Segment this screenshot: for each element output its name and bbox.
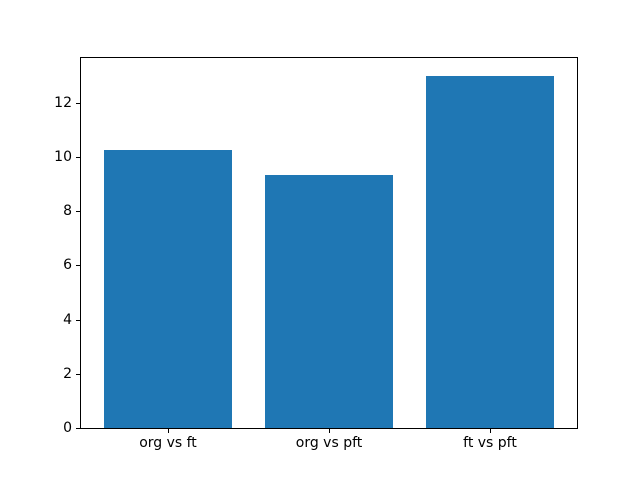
- bar-ft-vs-pft: [425, 75, 555, 428]
- x-tick-mark: [168, 429, 169, 433]
- y-tick-label: 4: [63, 311, 72, 328]
- y-tick-label: 10: [54, 148, 72, 165]
- y-tick-label: 6: [63, 257, 72, 274]
- x-tick-mark: [329, 429, 330, 433]
- y-tick-mark: [76, 373, 80, 375]
- x-tick-label: org vs ft: [139, 435, 197, 451]
- y-tick-label: 2: [63, 365, 72, 382]
- y-tick-mark: [76, 102, 80, 104]
- y-tick-mark: [76, 319, 80, 321]
- plot-area: 0 2 4 6 8 10 12 org vs ft org vs pft ft vs pft: [54, 57, 578, 450]
- bar-org-vs-ft: [103, 150, 233, 428]
- y-tick-label: 8: [63, 203, 72, 220]
- x-tick-label: ft vs pft: [463, 435, 517, 451]
- x-tick-mark: [490, 429, 491, 433]
- y-tick-mark: [76, 211, 80, 213]
- y-tick-label: 12: [54, 94, 72, 111]
- y-tick-mark: [76, 428, 80, 429]
- bar-org-vs-pft: [264, 174, 394, 428]
- y-tick-mark: [76, 156, 80, 158]
- y-tick-label: 0: [63, 420, 72, 436]
- y-tick-mark: [76, 265, 80, 267]
- x-tick-label: org vs pft: [295, 435, 363, 451]
